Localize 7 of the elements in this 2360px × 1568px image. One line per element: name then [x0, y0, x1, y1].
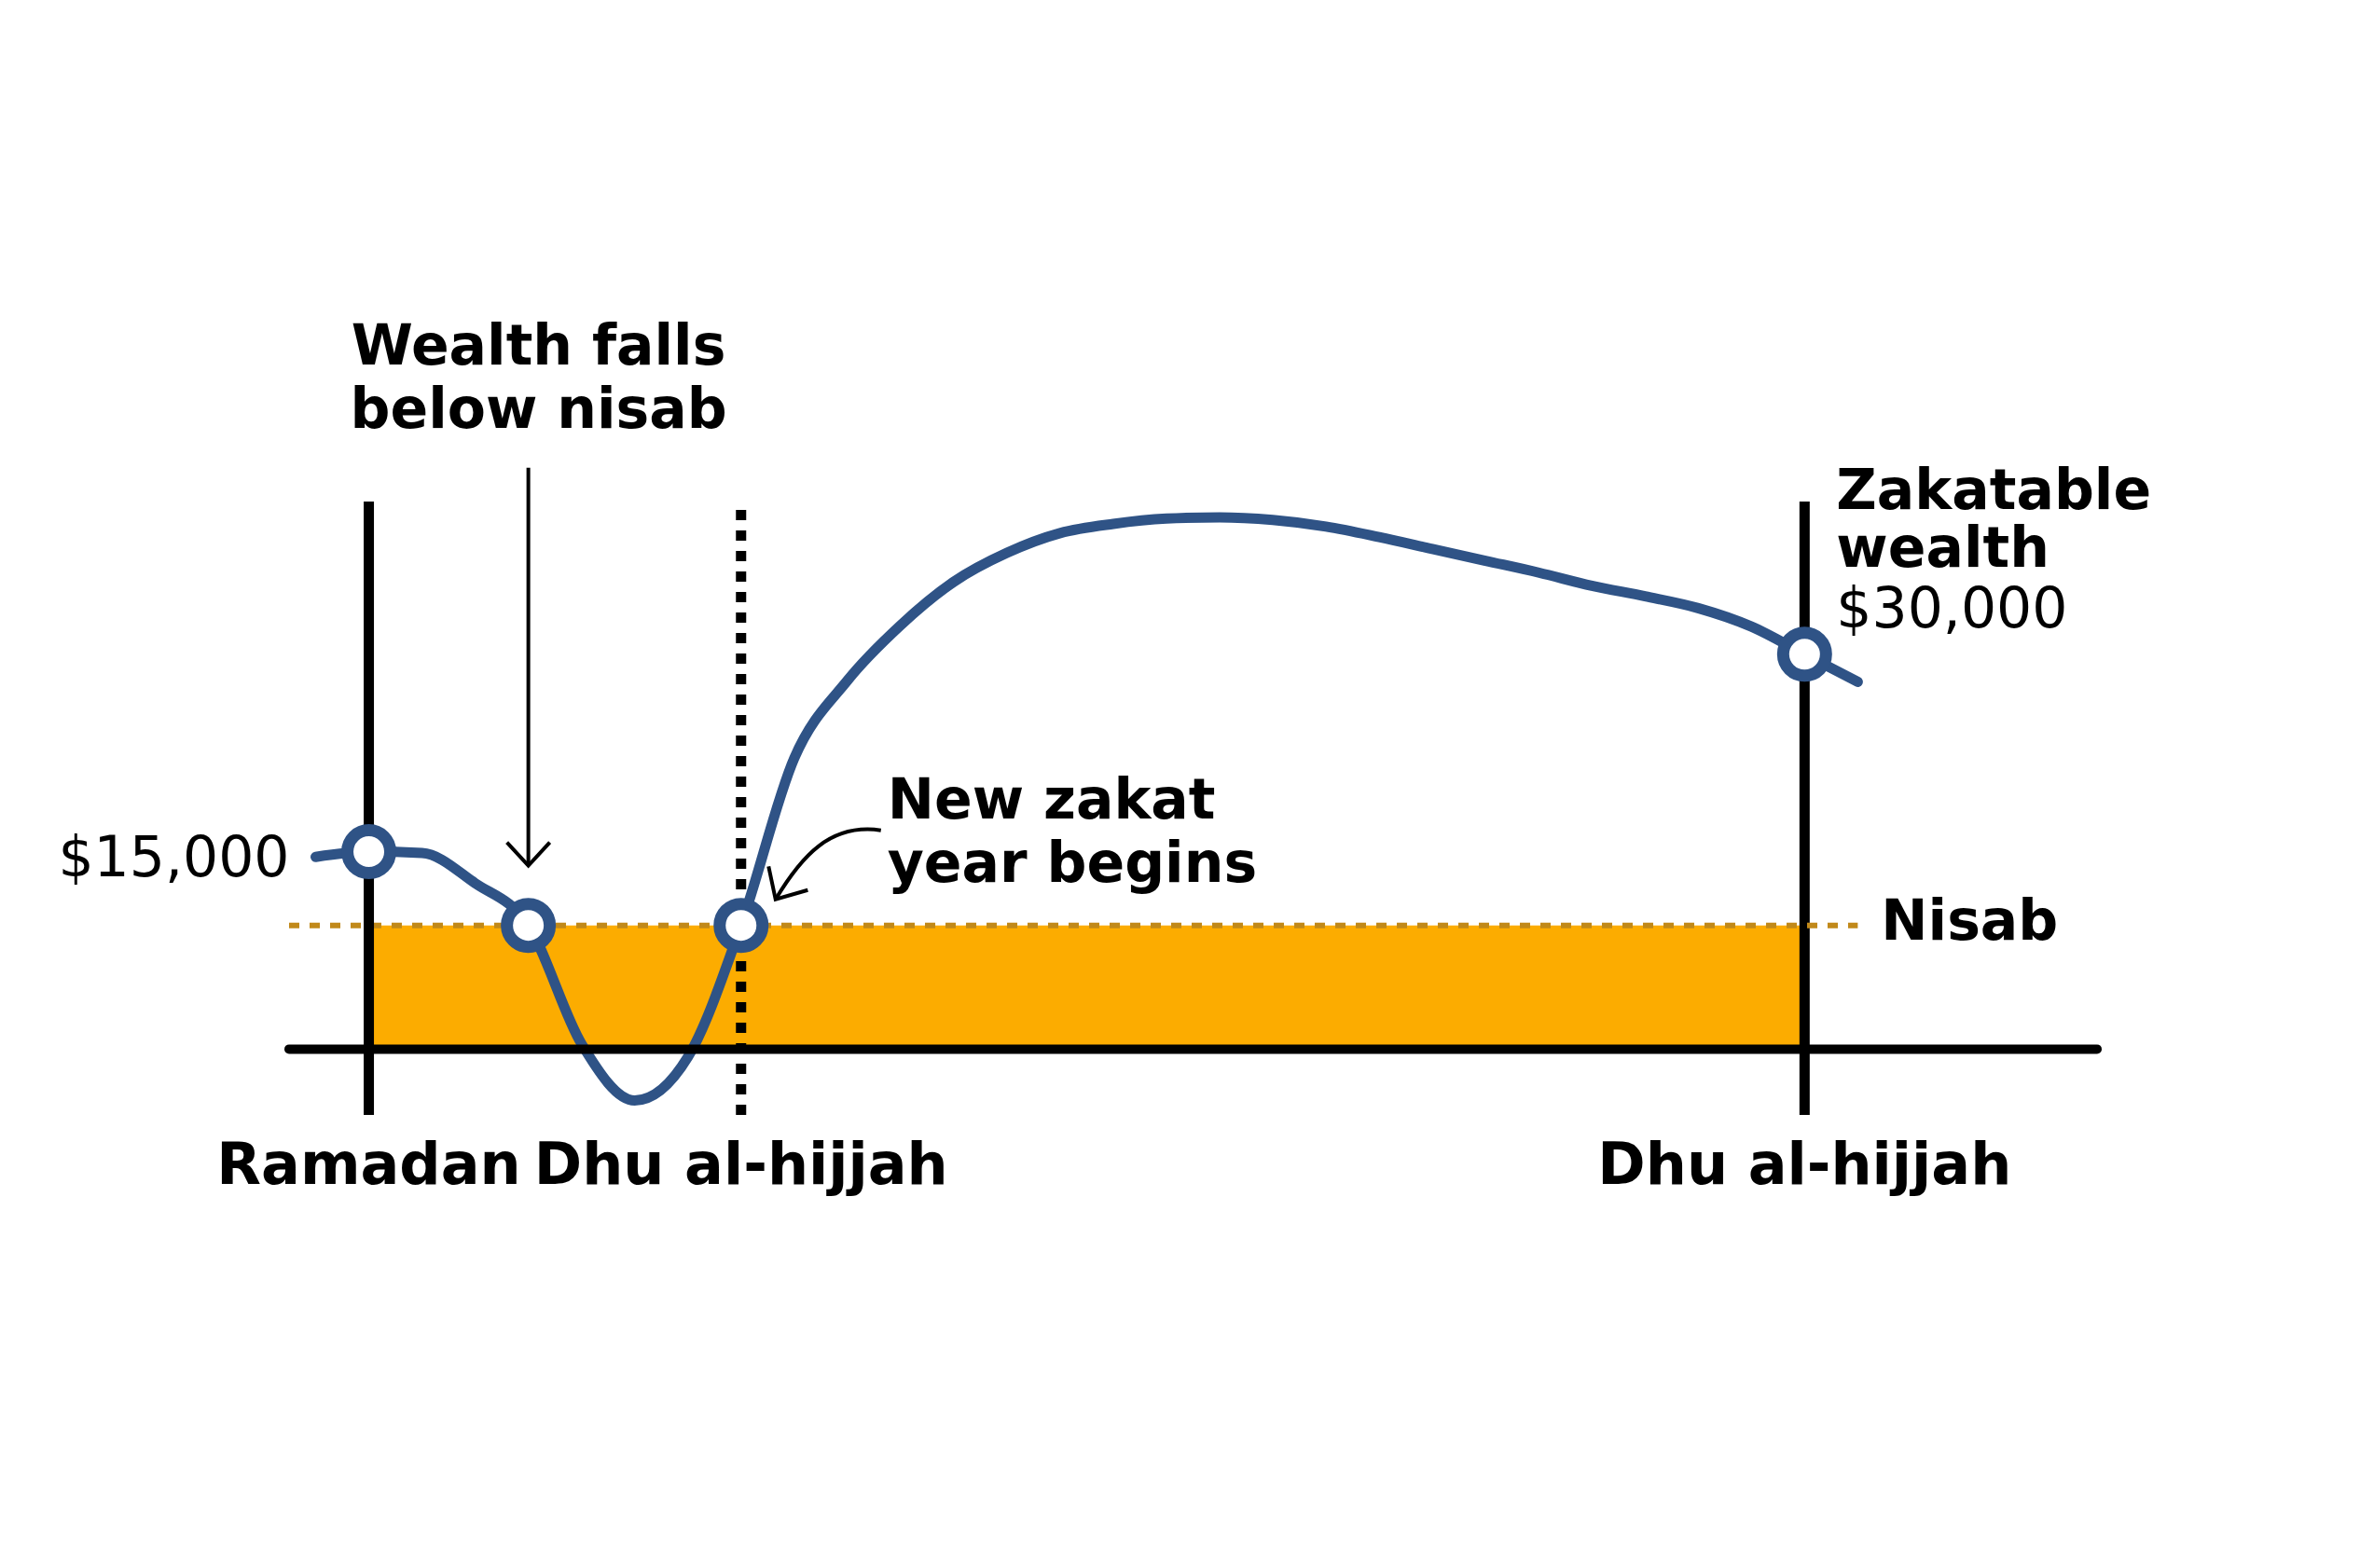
data-label: $15,000	[58, 823, 290, 889]
x-tick-label: Dhu al-hijjah	[1597, 1130, 2012, 1198]
text: Wealth falls below nisab	[350, 311, 727, 441]
x-tick-label: Dhu al-hijjah	[533, 1130, 948, 1198]
annotation: New zakat year begins	[887, 765, 1258, 895]
ref-line-label: Nisab	[1881, 887, 2059, 953]
x-tick-label: Ramadan	[216, 1130, 521, 1198]
